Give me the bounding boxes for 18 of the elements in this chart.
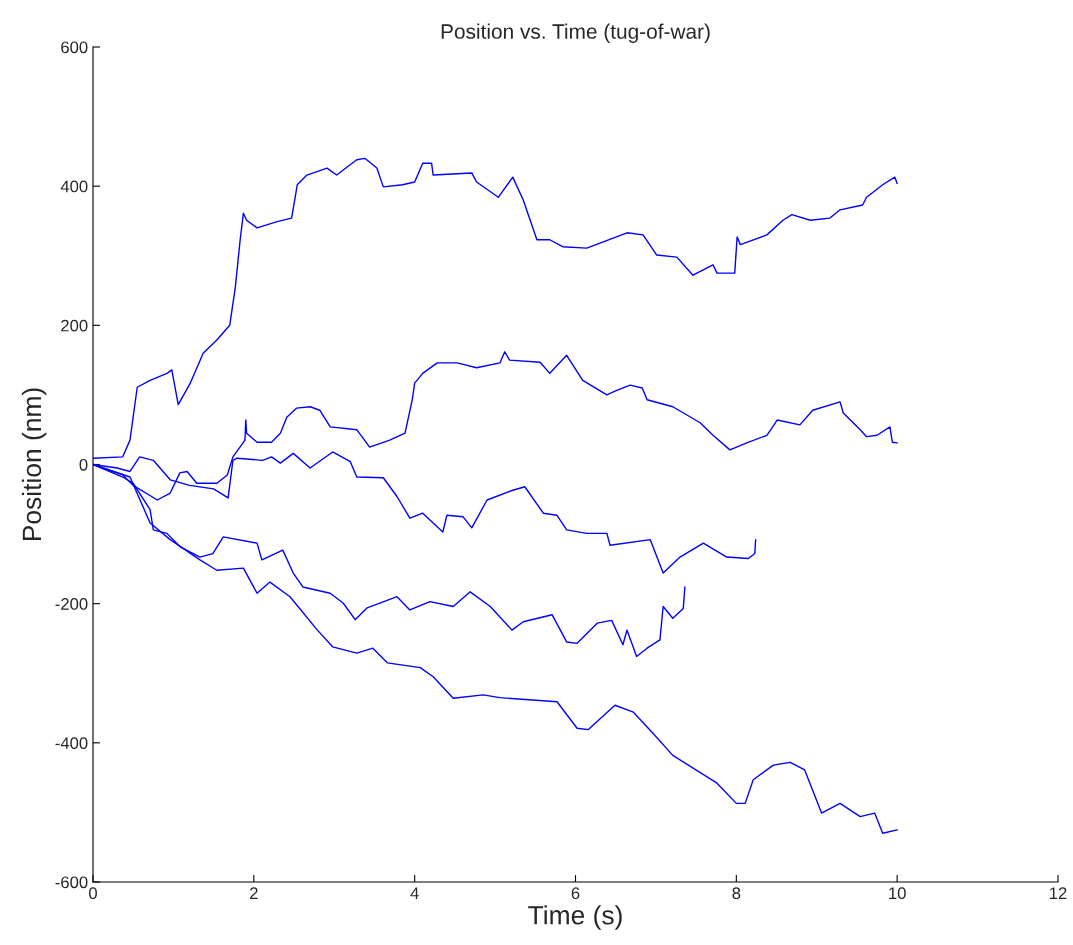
x-tick-label: 12	[1050, 887, 1067, 899]
chart-title: Position vs. Time (tug-of-war)	[441, 23, 710, 43]
x-axis-title: Time (s)	[528, 905, 622, 930]
y-tick-label: -400	[55, 737, 88, 750]
line-series	[93, 157, 898, 459]
x-tick-label: 4	[410, 887, 419, 899]
x-tick-label: 6	[571, 887, 580, 900]
x-tick-label: 8	[732, 887, 741, 900]
y-tick-label: -200	[55, 598, 88, 610]
x-tick-label: 2	[250, 887, 258, 899]
y-tick-label: 600	[61, 41, 88, 54]
y-tick-label: 400	[60, 180, 88, 193]
y-tick-label: -600	[55, 876, 88, 889]
x-tick-label: 10	[889, 887, 906, 900]
y-axis-title: Position (nm)	[21, 388, 47, 541]
y-tick-label: 0	[79, 458, 88, 471]
y-tick-label: 200	[61, 319, 88, 332]
x-tick-label: 0	[89, 887, 97, 900]
